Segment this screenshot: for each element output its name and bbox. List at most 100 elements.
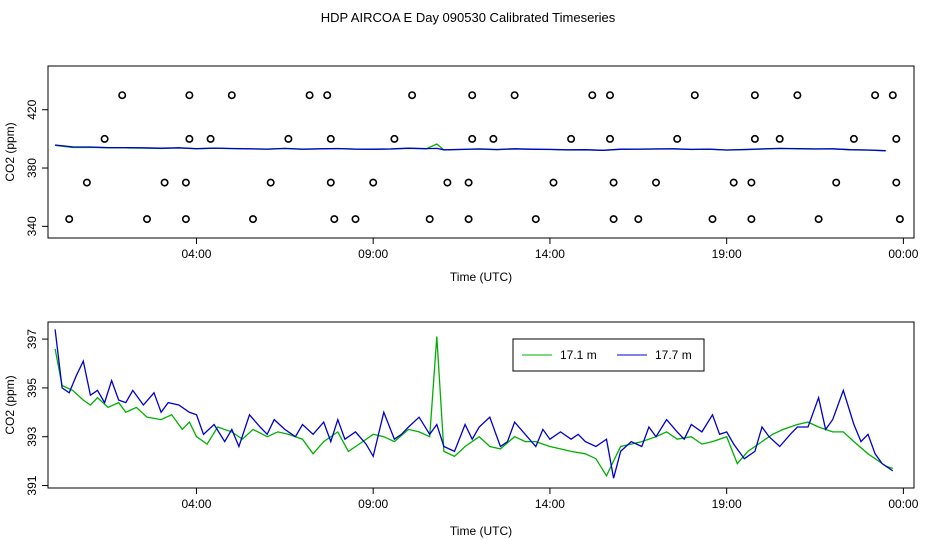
- marker-point: [425, 215, 434, 224]
- bottom-y-tick-label: 391: [25, 475, 39, 495]
- marker-point: [747, 178, 756, 187]
- marker-point: [82, 178, 91, 187]
- marker-point: [351, 215, 360, 224]
- marker-point: [464, 215, 473, 224]
- top-series-lines: [55, 143, 886, 152]
- top-series-line-2: [55, 144, 886, 152]
- marker-point: [747, 215, 756, 224]
- marker-point: [249, 215, 258, 224]
- top-x-tick-label: 14:00: [535, 247, 565, 261]
- marker-point: [750, 91, 759, 100]
- top-y-axis-label: CO2 (ppm): [3, 122, 17, 181]
- bottom-x-tick-label: 19:00: [712, 497, 742, 511]
- bottom-series-line-1: [54, 336, 894, 478]
- marker-point: [408, 91, 417, 100]
- legend: 17.1 m 17.7 m: [512, 338, 705, 372]
- marker-point: [181, 215, 190, 224]
- marker-point: [690, 91, 699, 100]
- marker-point: [888, 91, 897, 100]
- bottom-panel: 04:00 09:00 14:00 19:00 00:00 391 393 395 397 T…: [3, 321, 919, 538]
- marker-point: [567, 134, 576, 143]
- marker-point: [489, 134, 498, 143]
- marker-point: [832, 178, 841, 187]
- marker-point: [326, 178, 335, 187]
- marker-point: [634, 215, 643, 224]
- marker-point: [849, 134, 858, 143]
- top-x-axis-label: Time (UTC): [450, 270, 512, 284]
- bottom-y-tick-label: 395: [25, 378, 39, 398]
- legend-label-17-1: 17.1 m: [560, 348, 597, 362]
- marker-point: [605, 91, 614, 100]
- bottom-plot-frame: [47, 321, 915, 489]
- marker-point: [609, 215, 618, 224]
- marker-point: [871, 91, 880, 100]
- marker-point: [673, 134, 682, 143]
- figure-title: HDP AIRCOA E Day 090530 Calibrated Times…: [320, 10, 616, 25]
- marker-point: [814, 215, 823, 224]
- marker-point: [510, 91, 519, 100]
- top-x-tick-label: 00:00: [888, 247, 918, 261]
- marker-point: [118, 91, 127, 100]
- marker-point: [284, 134, 293, 143]
- marker-point: [651, 178, 660, 187]
- marker-point: [390, 134, 399, 143]
- top-y-tick-label: 420: [25, 99, 39, 119]
- marker-point: [227, 91, 236, 100]
- marker-point: [892, 134, 901, 143]
- marker-point: [100, 134, 109, 143]
- marker-point: [892, 178, 901, 187]
- top-plot-frame: [47, 65, 915, 239]
- marker-point: [605, 134, 614, 143]
- marker-point: [549, 178, 558, 187]
- marker-point: [468, 91, 477, 100]
- bottom-y-tick-label: 393: [25, 426, 39, 446]
- top-x-axis: 04:00 09:00 14:00 19:00 00:00: [181, 238, 919, 261]
- top-markers: [65, 91, 904, 224]
- marker-point: [369, 178, 378, 187]
- bottom-x-axis: 04:00 09:00 14:00 19:00 00:00: [181, 488, 919, 511]
- marker-point: [609, 178, 618, 187]
- bottom-series-lines: [54, 329, 894, 479]
- bottom-x-axis-label: Time (UTC): [450, 524, 512, 538]
- top-panel: 04:00 09:00 14:00 19:00 00:00 340 380 420 Time…: [3, 65, 919, 284]
- marker-point: [531, 215, 540, 224]
- bottom-x-tick-label: 09:00: [358, 497, 388, 511]
- marker-point: [185, 91, 194, 100]
- legend-label-17-7: 17.7 m: [655, 348, 692, 362]
- marker-point: [206, 134, 215, 143]
- marker-point: [305, 91, 314, 100]
- marker-point: [588, 91, 597, 100]
- top-x-tick-label: 04:00: [181, 247, 211, 261]
- top-y-tick-label: 340: [25, 216, 39, 236]
- marker-point: [750, 134, 759, 143]
- marker-point: [65, 215, 74, 224]
- marker-point: [708, 215, 717, 224]
- marker-point: [330, 215, 339, 224]
- marker-point: [468, 134, 477, 143]
- top-x-tick-label: 19:00: [712, 247, 742, 261]
- bottom-series-line-2: [54, 329, 894, 479]
- marker-point: [464, 178, 473, 187]
- marker-point: [326, 134, 335, 143]
- marker-point: [143, 215, 152, 224]
- marker-point: [895, 215, 904, 224]
- marker-point: [181, 178, 190, 187]
- bottom-x-tick-label: 00:00: [888, 497, 918, 511]
- marker-point: [323, 91, 332, 100]
- marker-point: [775, 134, 784, 143]
- marker-point: [266, 178, 275, 187]
- marker-point: [793, 91, 802, 100]
- top-x-tick-label: 09:00: [358, 247, 388, 261]
- bottom-x-tick-label: 04:00: [181, 497, 211, 511]
- top-y-axis: 340 380 420: [25, 99, 48, 236]
- bottom-y-tick-label: 397: [25, 329, 39, 349]
- marker-point: [729, 178, 738, 187]
- bottom-y-axis-label: CO2 (ppm): [3, 375, 17, 434]
- marker-point: [185, 134, 194, 143]
- marker-point: [443, 178, 452, 187]
- marker-point: [160, 178, 169, 187]
- top-y-tick-label: 380: [25, 158, 39, 178]
- bottom-y-axis: 391 393 395 397: [25, 329, 48, 496]
- bottom-x-tick-label: 14:00: [535, 497, 565, 511]
